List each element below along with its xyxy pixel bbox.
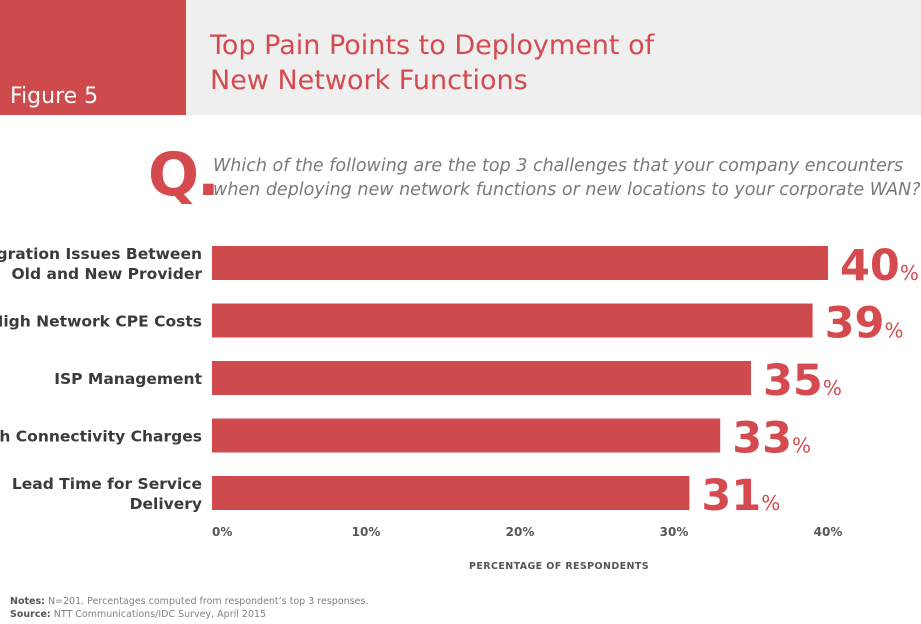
- category-label-4: Lead Time for Service Delivery: [12, 475, 202, 513]
- value-label-3: 33%: [732, 414, 811, 464]
- category-label-1: High Network CPE Costs: [0, 313, 202, 331]
- x-tick-label-0: 0%: [212, 525, 232, 539]
- value-label-1: 39%: [825, 299, 904, 349]
- bar-1: [212, 303, 813, 338]
- survey-question-line-2: when deploying new network functions or …: [213, 180, 921, 200]
- value-label-2: 35%: [763, 356, 842, 406]
- category-label-3: High Connectivity Charges: [0, 428, 202, 446]
- notes-block: Notes: N=201. Percentages computed from …: [10, 595, 368, 621]
- x-tick-label-1: 10%: [352, 525, 381, 539]
- notes-line: Notes: N=201. Percentages computed from …: [10, 595, 368, 608]
- value-label-4: 31%: [701, 471, 780, 521]
- question-mark-q: Q.: [148, 140, 220, 210]
- figure-label: Figure 5: [10, 84, 99, 109]
- source-line: Source: NTT Communications/IDC Survey, A…: [10, 608, 368, 621]
- survey-question-line-1: Which of the following are the top 3 cha…: [213, 156, 904, 176]
- x-axis-title: PERCENTAGE OF RESPONDENTS: [469, 561, 649, 572]
- bar-4: [212, 476, 690, 510]
- value-label-0: 40%: [840, 241, 919, 291]
- figure-title-line-1: Top Pain Points to Deployment of: [210, 30, 655, 61]
- bar-0: [212, 246, 828, 280]
- x-tick-label-3: 30%: [660, 525, 689, 539]
- x-tick-label-2: 20%: [506, 525, 535, 539]
- source-text: NTT Communications/IDC Survey, April 201…: [50, 609, 267, 620]
- bar-2: [212, 361, 751, 395]
- x-tick-label-4: 40%: [814, 525, 843, 539]
- notes-label: Notes:: [10, 596, 45, 607]
- survey-question: Which of the following are the top 3 cha…: [213, 154, 920, 202]
- figure-title-line-2: New Network Functions: [210, 65, 528, 96]
- figure-label-box: Figure 5: [0, 0, 186, 115]
- category-label-2: ISP Management: [54, 370, 202, 388]
- bar-3: [212, 418, 721, 453]
- notes-text: N=201. Percentages computed from respond…: [44, 596, 369, 607]
- figure-title: Top Pain Points to Deployment of New Net…: [210, 28, 654, 98]
- source-label: Source:: [10, 609, 51, 620]
